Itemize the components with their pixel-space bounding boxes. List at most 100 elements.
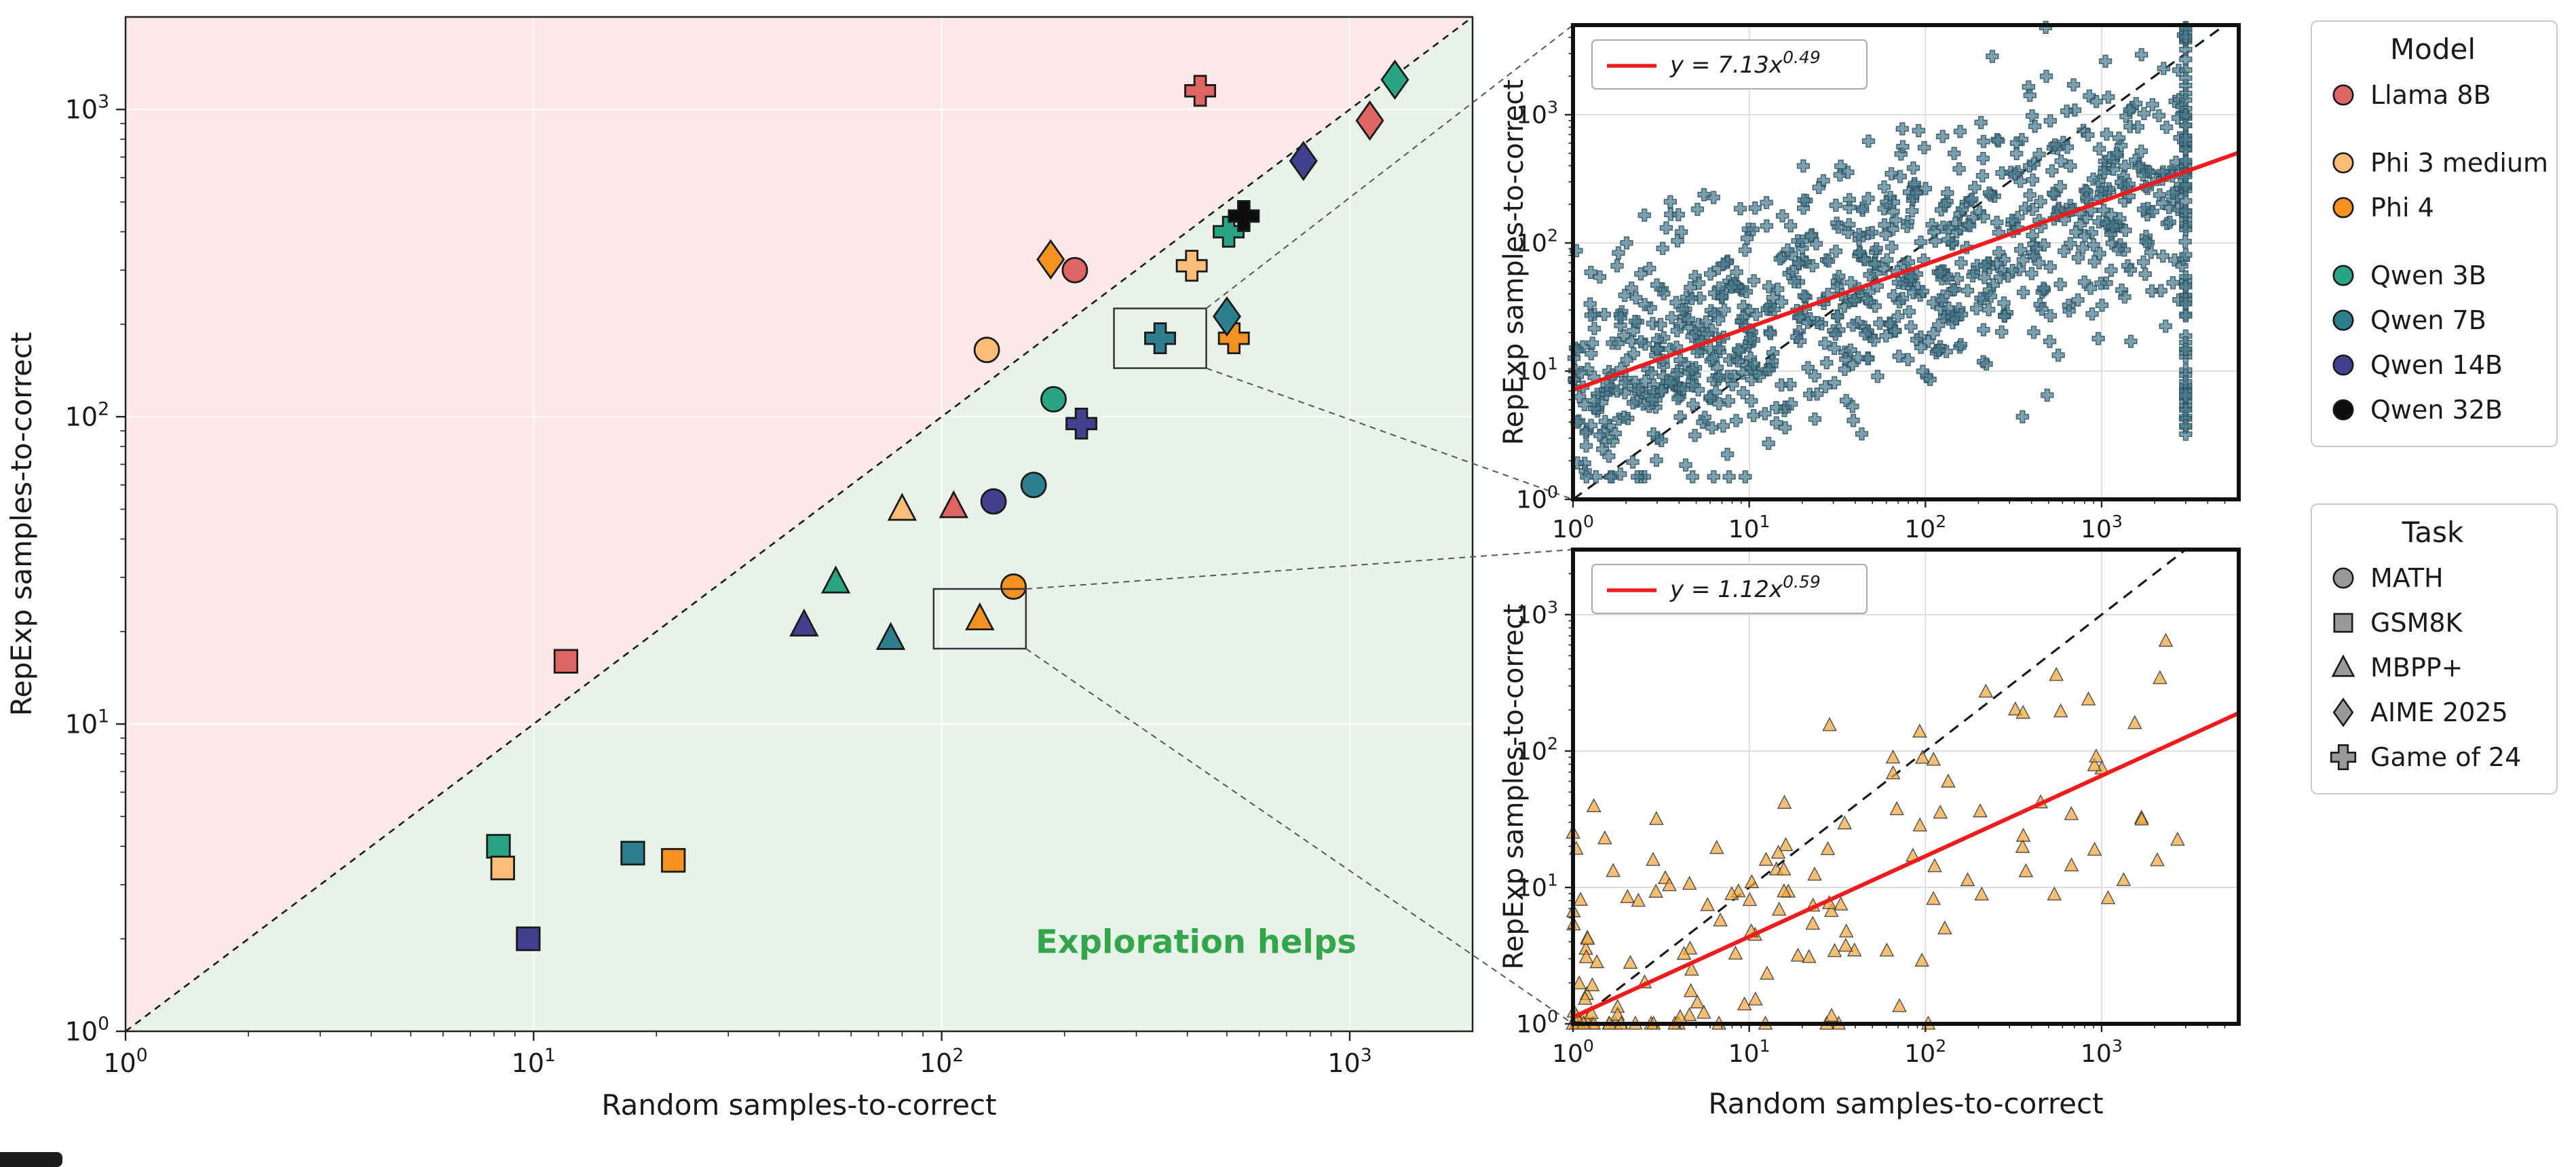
plus-marker xyxy=(1847,293,1861,307)
plus-marker xyxy=(1927,326,1940,341)
circle-marker xyxy=(2332,309,2354,331)
plus-marker xyxy=(2129,97,2143,111)
plus-marker xyxy=(1593,270,1607,284)
circle-icon xyxy=(2332,354,2354,376)
plus-marker xyxy=(2087,255,2101,269)
point-phi4-math xyxy=(1000,573,1027,600)
circle-marker xyxy=(2332,152,2354,174)
plus-marker xyxy=(1686,470,1699,484)
plus-marker xyxy=(1941,186,1954,200)
plus-marker xyxy=(1583,297,1597,311)
triangle-marker xyxy=(1580,930,1595,945)
triangle-marker xyxy=(1577,991,1593,1005)
plus-marker xyxy=(1861,134,1876,148)
plus-marker xyxy=(2018,202,2032,215)
plus-marker xyxy=(2093,247,2106,261)
plus-marker xyxy=(2092,215,2106,229)
plus-marker xyxy=(1737,386,1750,400)
plus-marker xyxy=(1634,267,1648,281)
plus-marker xyxy=(1827,376,1841,389)
plus-marker xyxy=(1646,317,1660,330)
legend-item-label: Phi 3 medium xyxy=(2370,148,2549,178)
plus-marker xyxy=(1585,347,1598,361)
plus-marker xyxy=(1932,318,1946,332)
plus-marker xyxy=(1764,326,1777,341)
plus-marker xyxy=(2071,293,2085,307)
plus-marker xyxy=(1671,208,1685,222)
plus-marker xyxy=(1628,314,1642,328)
point-phi3-mbpp xyxy=(887,493,917,521)
plus-marker xyxy=(1733,202,1747,216)
plus-marker xyxy=(1822,254,1836,268)
tick-label: 103 xyxy=(1516,98,1558,130)
plus-marker xyxy=(1851,351,1865,365)
plus-marker xyxy=(2081,128,2095,142)
plus-marker xyxy=(2047,187,2060,200)
triangle-marker xyxy=(1586,798,1602,812)
plus-marker xyxy=(1673,410,1687,424)
triangle-marker xyxy=(1879,942,1895,957)
plus-marker xyxy=(1955,202,1969,216)
plus-marker xyxy=(1846,318,1860,332)
tick-label: 100 xyxy=(1552,1036,1594,1068)
plus-marker xyxy=(1654,318,1667,332)
inset-y-axis-label: RepExp samples-to-correct xyxy=(1498,604,1530,970)
plus-marker xyxy=(1586,337,1599,350)
triangle-marker xyxy=(1742,892,1758,906)
triangle-marker xyxy=(1937,920,1952,935)
plus-marker xyxy=(1933,266,1947,280)
plus-marker xyxy=(2037,238,2051,252)
plus-marker xyxy=(2008,167,2022,180)
triangle-marker xyxy=(1885,765,1901,780)
plus-marker xyxy=(1821,288,1835,301)
plus-marker xyxy=(1717,257,1730,271)
plus-marker xyxy=(1879,227,1893,242)
plus-marker xyxy=(1618,376,1632,389)
plus-marker xyxy=(1829,328,1842,341)
fit-equation-label: y = 1.12x0.59 xyxy=(1669,572,1821,603)
plus-marker xyxy=(2027,326,2041,339)
plus-marker xyxy=(1665,311,1679,324)
plus-marker xyxy=(1748,202,1762,215)
circle-marker xyxy=(2332,354,2354,376)
identity-line xyxy=(125,16,1473,1033)
legend-item-math: MATH xyxy=(2327,556,2539,600)
triangle-marker xyxy=(1578,949,1594,963)
plus-marker xyxy=(1627,396,1640,410)
legend-group-gap xyxy=(2327,117,2539,140)
plus-marker xyxy=(2136,168,2150,182)
triangle-marker xyxy=(1728,945,1743,960)
plus-marker xyxy=(1707,470,1720,484)
plus-marker xyxy=(1686,398,1700,411)
triangle-marker xyxy=(1926,890,1941,905)
plus-marker xyxy=(2138,267,2152,281)
tick-label: 101 xyxy=(1516,354,1558,386)
plus-marker xyxy=(1892,349,1906,363)
triangle-marker xyxy=(1724,885,1739,900)
plus-marker xyxy=(2025,267,2039,280)
triangle-marker xyxy=(1620,889,1635,903)
plus-marker xyxy=(1611,337,1625,350)
inset-indicator-box xyxy=(932,588,1027,650)
plus-marker xyxy=(2179,30,2193,43)
plus-marker xyxy=(1863,268,1876,282)
plus-marker xyxy=(1982,186,1996,200)
plus-marker xyxy=(2131,120,2144,134)
plus-marker xyxy=(2098,166,2111,179)
plus-marker xyxy=(2034,195,2047,208)
plus-marker xyxy=(1790,330,1804,344)
plus-marker xyxy=(2156,196,2170,210)
plus-marker xyxy=(1685,330,1699,343)
plus-marker xyxy=(1612,246,1625,260)
point-qwen3b-aime xyxy=(1380,59,1409,100)
plus-marker xyxy=(1671,234,1684,248)
triangle-marker xyxy=(1892,998,1907,1012)
triangle-marker xyxy=(1700,897,1716,911)
triangle-marker xyxy=(1790,947,1806,962)
tick-label: 101 xyxy=(65,706,109,739)
plus-marker xyxy=(2006,264,2020,278)
plus-marker xyxy=(2112,243,2125,256)
plus-marker xyxy=(1738,244,1752,257)
plus-marker xyxy=(1724,280,1739,294)
triangle-marker xyxy=(2018,863,2034,877)
